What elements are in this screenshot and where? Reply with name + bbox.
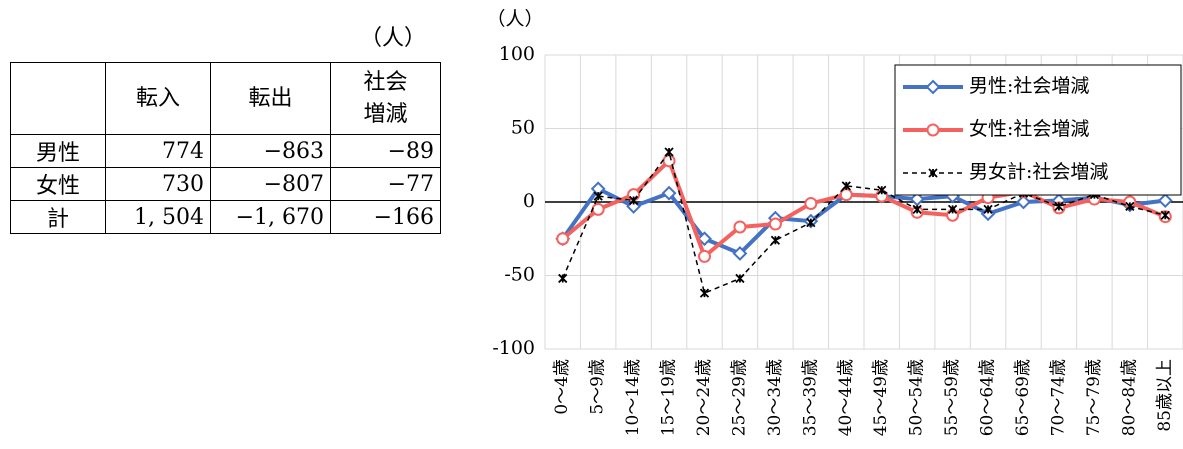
marker (806, 217, 816, 228)
cell: −863 (210, 134, 331, 168)
x-tick-label: 75～79歳 (1084, 359, 1104, 436)
marker (980, 206, 996, 222)
marker (698, 249, 711, 263)
x-tick-label: 10～14歳 (623, 359, 643, 436)
header-text: 社会増減 (363, 69, 408, 127)
marker (1016, 194, 1031, 210)
marker (983, 204, 993, 214)
marker (558, 273, 568, 284)
row-label: 女性 (10, 167, 106, 201)
marker (768, 217, 782, 231)
data-table: 転入 転出 社会増減 男性 774 −863 −89 女性 730 −807 −… (10, 62, 441, 234)
x-tick-label: 60～64歳 (978, 359, 998, 436)
x-tick-label: 50～54歳 (907, 359, 927, 436)
legend-label: 男女計:社会増減 (969, 161, 1108, 183)
marker (1054, 201, 1064, 212)
x-tick-label: 5～9歳 (588, 359, 608, 415)
row: 計 1, 504 −1, 670 −166 (10, 200, 441, 234)
marker (699, 288, 710, 298)
series-line (562, 150, 1166, 295)
y-tick-label: -100 (492, 337, 535, 359)
legend-label: 男性:社会増減 (969, 75, 1089, 97)
cell: −807 (210, 167, 331, 201)
x-tick-label: 25～29歳 (729, 359, 749, 436)
marker (735, 273, 745, 284)
x-tick-label: 35～39歳 (800, 359, 820, 436)
marker (841, 181, 851, 191)
cell: −1, 670 (210, 200, 331, 234)
marker (947, 204, 958, 214)
y-tick-label: -50 (504, 264, 535, 286)
x-tick-label: 70～74歳 (1048, 359, 1068, 436)
marker (697, 231, 712, 247)
header-cell: 転入 (105, 62, 211, 135)
marker (593, 191, 603, 201)
x-tick-label: 15～19歳 (659, 359, 679, 436)
x-tick-label: 0～4歳 (552, 359, 572, 415)
cell: −77 (330, 167, 441, 201)
row-label: 男性 (10, 134, 106, 168)
marker (664, 147, 674, 157)
row: 女性 730 −807 −77 (10, 167, 441, 201)
x-tick-label: 45～49歳 (871, 359, 891, 436)
x-tick-label: 40～44歳 (836, 359, 856, 436)
legend-marker (928, 168, 938, 178)
y-tick-label: 50 (511, 117, 535, 139)
marker (804, 196, 818, 210)
row: 男性 774 −863 −89 (10, 134, 441, 168)
marker (591, 202, 605, 216)
x-tick-label: 20～24歳 (694, 359, 714, 436)
marker (1157, 193, 1173, 208)
y-tick-label: 0 (523, 190, 535, 212)
header-cell: 転出 (210, 62, 331, 135)
marker (661, 185, 677, 201)
marker (732, 246, 748, 261)
cell: 1, 504 (105, 200, 211, 234)
marker (1125, 201, 1135, 212)
header-text: 転入 (135, 85, 180, 111)
header-cell (10, 62, 106, 135)
x-tick-label: 30～34歳 (765, 359, 785, 436)
marker (733, 220, 747, 234)
cell: 774 (105, 134, 211, 168)
legend-marker (926, 123, 940, 137)
table-unit: （人） (360, 26, 427, 51)
marker (877, 185, 887, 195)
x-tick-label: 55～59歳 (942, 359, 962, 436)
marker (1160, 210, 1170, 220)
marker (912, 204, 922, 214)
x-tick-label: 85歳以上 (1155, 359, 1175, 432)
marker (909, 191, 925, 207)
x-tick-label: 80～84歳 (1119, 359, 1139, 436)
cell: 730 (105, 167, 211, 201)
marker (628, 195, 639, 206)
cell: −89 (330, 134, 441, 168)
series (558, 147, 1170, 298)
legend-label: 女性:社会増減 (969, 118, 1089, 140)
legend-marker (925, 79, 941, 95)
marker (770, 235, 781, 245)
y-tick-label: 100 (499, 43, 535, 65)
y-axis-label: （人） (486, 8, 543, 30)
header-text: 転出 (248, 85, 293, 111)
cell: −166 (330, 200, 441, 234)
x-tick-label: 65～69歳 (1013, 359, 1033, 436)
marker (556, 232, 570, 246)
row-label: 計 (10, 200, 106, 234)
